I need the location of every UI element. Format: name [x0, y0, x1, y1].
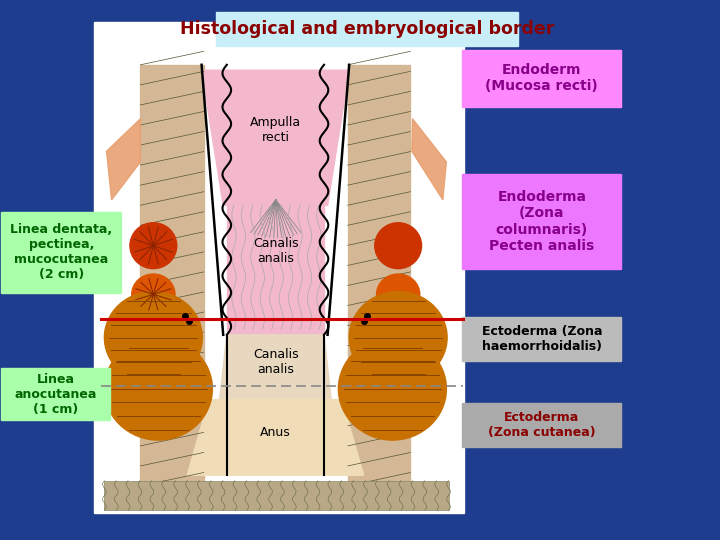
Text: Histological and embryological border: Histological and embryological border: [180, 20, 554, 38]
Ellipse shape: [132, 274, 175, 314]
Polygon shape: [348, 65, 410, 486]
Polygon shape: [140, 65, 204, 486]
Ellipse shape: [104, 338, 212, 440]
Text: Endoderma
(Zona
columnaris)
Pecten analis: Endoderma (Zona columnaris) Pecten anali…: [489, 190, 595, 253]
Text: Canalis
analis: Canalis analis: [253, 237, 299, 265]
Text: Canalis
analis: Canalis analis: [253, 348, 299, 376]
Text: Ampulla
recti: Ampulla recti: [250, 116, 302, 144]
Polygon shape: [107, 119, 140, 200]
FancyBboxPatch shape: [462, 50, 621, 107]
FancyBboxPatch shape: [216, 12, 518, 46]
Polygon shape: [412, 119, 446, 200]
FancyBboxPatch shape: [462, 403, 621, 447]
FancyBboxPatch shape: [1, 368, 110, 420]
Ellipse shape: [104, 292, 202, 383]
Text: Anus: Anus: [261, 426, 291, 438]
Text: Linea
anocutanea
(1 cm): Linea anocutanea (1 cm): [14, 373, 97, 416]
Ellipse shape: [130, 222, 177, 268]
Polygon shape: [227, 205, 324, 335]
Ellipse shape: [377, 274, 420, 314]
Ellipse shape: [349, 292, 447, 383]
Polygon shape: [220, 335, 331, 400]
Polygon shape: [202, 70, 349, 205]
FancyBboxPatch shape: [94, 22, 464, 513]
FancyBboxPatch shape: [462, 174, 621, 269]
FancyBboxPatch shape: [1, 212, 121, 293]
Text: Ectoderma
(Zona cutanea): Ectoderma (Zona cutanea): [488, 411, 595, 439]
Text: Linea dentata,
pectinea,
mucocutanea
(2 cm): Linea dentata, pectinea, mucocutanea (2 …: [10, 224, 112, 281]
FancyBboxPatch shape: [462, 317, 621, 361]
Text: Ectoderma (Zona
haemorrhoidalis): Ectoderma (Zona haemorrhoidalis): [482, 325, 602, 353]
Polygon shape: [187, 400, 364, 475]
Ellipse shape: [338, 338, 446, 440]
Text: Endoderm
(Mucosa recti): Endoderm (Mucosa recti): [485, 63, 598, 93]
FancyBboxPatch shape: [104, 481, 449, 510]
Ellipse shape: [374, 222, 422, 268]
